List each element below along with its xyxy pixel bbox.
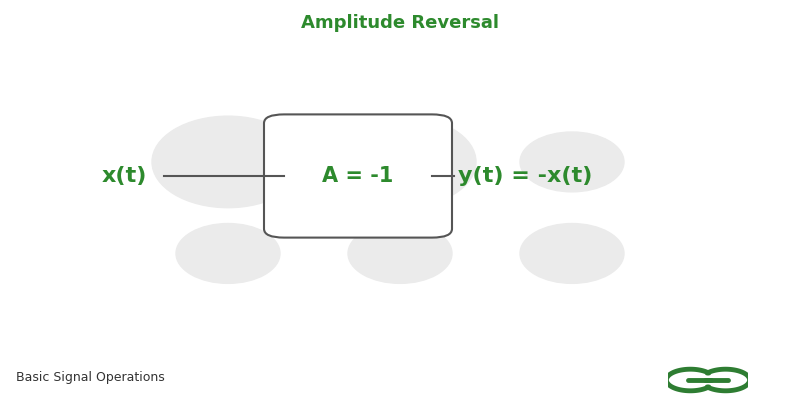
Ellipse shape (520, 224, 624, 283)
Ellipse shape (176, 224, 280, 283)
Ellipse shape (324, 116, 476, 208)
Text: x(t): x(t) (102, 166, 146, 186)
Ellipse shape (520, 132, 624, 192)
Text: Amplitude Reversal: Amplitude Reversal (301, 14, 499, 32)
FancyBboxPatch shape (264, 114, 452, 238)
Text: A = -1: A = -1 (322, 166, 394, 186)
Ellipse shape (348, 224, 452, 283)
Ellipse shape (152, 116, 304, 208)
Text: y(t) = -x(t): y(t) = -x(t) (458, 166, 593, 186)
Text: Basic Signal Operations: Basic Signal Operations (16, 372, 165, 384)
